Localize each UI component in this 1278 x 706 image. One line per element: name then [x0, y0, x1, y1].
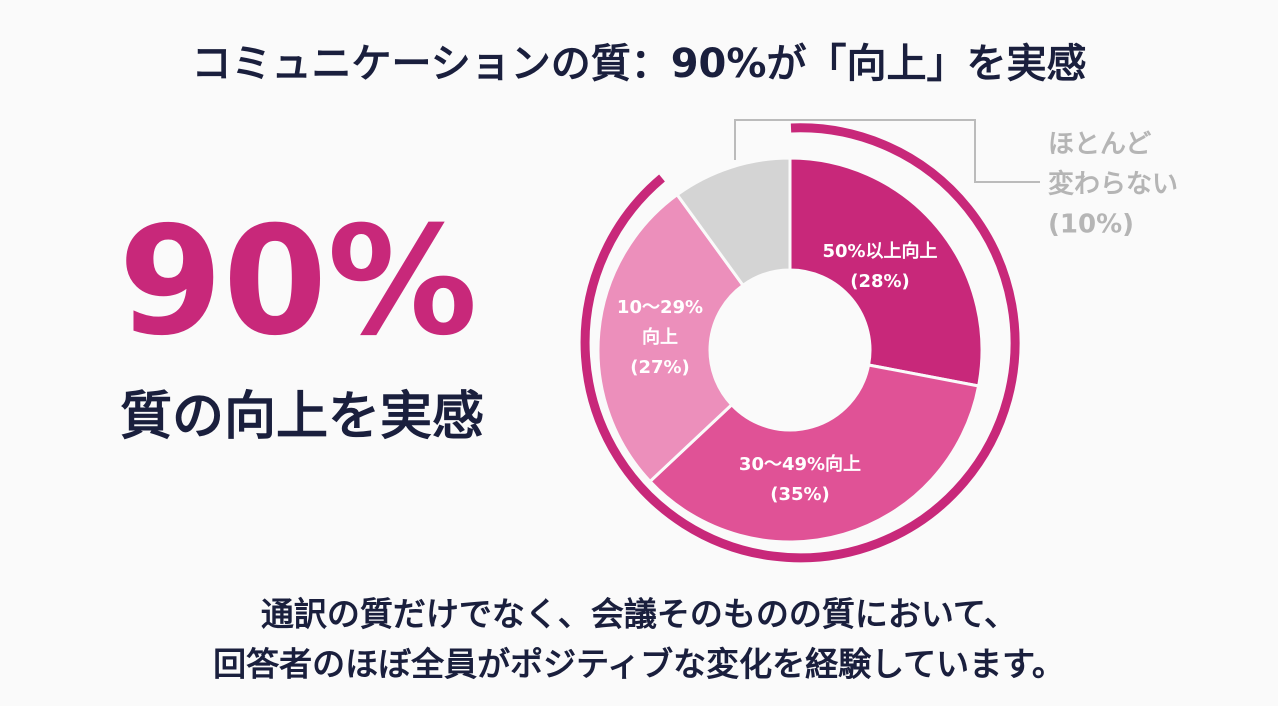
donut-segment [675, 156, 792, 288]
value-label: (35%) [770, 484, 830, 505]
donut-segment [788, 156, 984, 388]
segment-label: 10〜29% [617, 297, 703, 318]
segment-label: ほとんど [1048, 130, 1151, 160]
segment-label: 変わらない [1048, 169, 1178, 200]
value-label: (27%) [630, 357, 690, 378]
highlight-ring [580, 123, 1020, 563]
footer-line: 通訳の質だけでなく、会議そのものの質において、 [261, 595, 1017, 634]
title: コミュニケーションの質：90%が「向上」を実感 [192, 41, 1087, 87]
donut-segment [596, 192, 746, 484]
headline-caption: 質の向上を実感 [120, 387, 484, 447]
value-label: (10%) [1048, 210, 1134, 240]
value-label: (28%) [850, 271, 910, 292]
footer-line: 回答者のほぼ全員がポジティブな変化を経験しています。 [213, 645, 1065, 684]
segment-label: 50%以上向上 [822, 240, 937, 262]
donut-segment [647, 363, 981, 544]
callout-line [734, 119, 1040, 183]
headline-figure: 90% [118, 195, 477, 369]
segment-label: 向上 [642, 326, 678, 348]
segment-label: 30〜49%向上 [739, 453, 861, 475]
